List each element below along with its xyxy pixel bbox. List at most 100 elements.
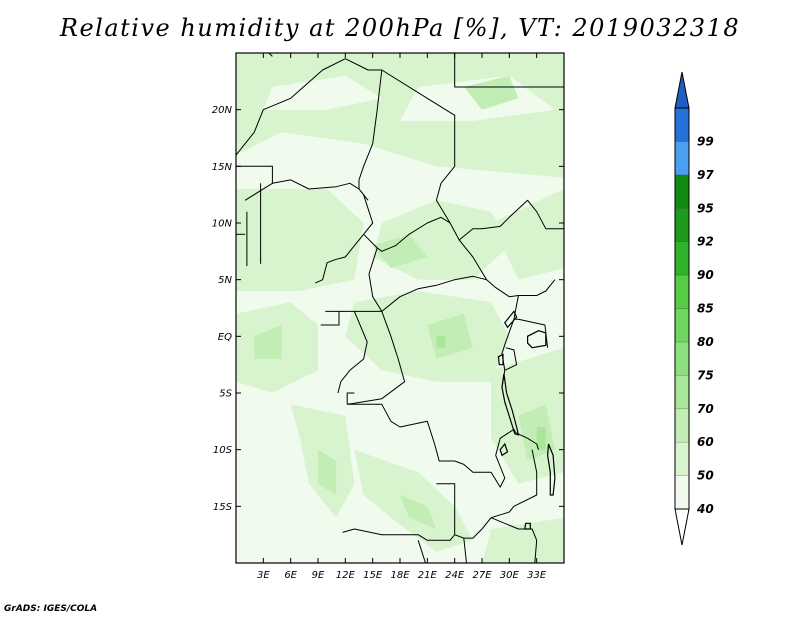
colorbar-label-60: 60 <box>697 435 714 449</box>
colorbar-segment-70 <box>675 375 689 409</box>
humidity-patch-13 <box>482 517 564 563</box>
colorbar-segment-80 <box>675 308 689 342</box>
lon-label-21E: 21E <box>418 570 438 581</box>
lake-outline-6 <box>524 522 531 530</box>
lat-label-10S: 10S <box>213 445 233 456</box>
country-border-13 <box>381 275 519 312</box>
lon-label-3E: 3E <box>257 570 270 581</box>
humidity-patch-2 <box>263 75 382 110</box>
humidity-patch-18 <box>318 449 337 495</box>
colorbar-label-95: 95 <box>697 201 714 215</box>
humidity-patch-7 <box>491 189 564 280</box>
country-border-30 <box>417 540 426 563</box>
country-border-5 <box>236 165 273 201</box>
lake-outline-3 <box>546 443 556 496</box>
lon-label-33E: 33E <box>527 570 547 581</box>
country-border-19 <box>347 311 406 405</box>
colorbar-label-97: 97 <box>697 168 714 182</box>
humidity-patch-16 <box>254 325 282 359</box>
humidity-patch-9 <box>345 291 510 382</box>
colorbar-label-75: 75 <box>697 368 714 382</box>
lat-label-5N: 5N <box>218 275 232 286</box>
country-border-16 <box>320 310 340 326</box>
colorbar-segment-97 <box>675 141 689 175</box>
country-border-31 <box>463 538 467 563</box>
colorbar-bottom-arrow <box>674 508 690 546</box>
lat-label-10N: 10N <box>212 219 233 230</box>
lon-label-27E: 27E <box>472 570 492 581</box>
lon-label-30E: 30E <box>500 570 520 581</box>
country-border-21 <box>518 279 556 296</box>
colorbar-label-40: 40 <box>696 502 714 516</box>
country-border-28 <box>454 449 538 539</box>
colorbar-label-90: 90 <box>697 268 714 282</box>
country-border-3 <box>454 53 564 88</box>
country-border-26 <box>454 428 517 488</box>
colorbar-segment-75 <box>675 341 689 376</box>
lon-label-18E: 18E <box>390 570 410 581</box>
country-borders <box>236 53 564 563</box>
humidity-shading <box>236 53 564 563</box>
colorbar-segment-99 <box>675 108 689 142</box>
country-border-20 <box>501 295 519 388</box>
colorbar-segment-85 <box>675 275 689 309</box>
country-border-10 <box>315 194 374 284</box>
colorbar-segment-95 <box>675 174 689 209</box>
colorbar: 40 50 60 70 75 80 85 90 92 95 97 99 <box>674 71 714 546</box>
country-border-15 <box>458 199 564 241</box>
lake-outline-5 <box>499 442 509 457</box>
lat-label-5S: 5S <box>219 389 232 400</box>
lon-label-24E: 24E <box>445 570 465 581</box>
lake-outline-1 <box>501 373 520 436</box>
colorbar-label-85: 85 <box>697 302 714 316</box>
colorbar-label-80: 80 <box>697 335 714 349</box>
humidity-patch-14 <box>372 234 428 269</box>
lat-label-15S: 15S <box>213 502 233 513</box>
lakes <box>497 310 556 530</box>
country-border-0 <box>236 58 346 156</box>
humidity-patch-5 <box>236 189 364 291</box>
colorbar-segment-40 <box>675 475 689 509</box>
country-border-27 <box>342 483 456 541</box>
grads-credit: GrADS: IGES/COLA <box>4 604 98 614</box>
humidity-patch-20 <box>463 75 519 110</box>
colorbar-label-99: 99 <box>697 134 714 148</box>
lat-label-15N: 15N <box>212 162 233 173</box>
longitude-axis: 3E 6E 9E 12E 15E 18E 21E 24E 27E 30E 33E <box>257 53 547 581</box>
colorbar-label-92: 92 <box>697 235 714 249</box>
colorbar-segment-50 <box>675 442 689 476</box>
country-border-32 <box>490 517 538 563</box>
country-border-18 <box>337 311 368 394</box>
country-border-11 <box>363 216 451 252</box>
lat-label-EQ: EQ <box>218 332 232 343</box>
lake-outline-0 <box>526 330 547 349</box>
country-border-29 <box>515 432 539 450</box>
country-border-2 <box>381 69 456 224</box>
colorbar-segment-60 <box>675 408 689 443</box>
lon-label-15E: 15E <box>363 570 383 581</box>
colorbar-label-50: 50 <box>697 469 714 483</box>
colorbar-segment-92 <box>675 208 689 242</box>
humidity-patch-22 <box>436 336 446 348</box>
latitude-axis: 20N 15N 10N 5N EQ 5S 10S 15S <box>212 105 564 513</box>
colorbar-outline <box>674 107 690 510</box>
lon-label-12E: 12E <box>336 570 356 581</box>
colorbar-label-70: 70 <box>697 402 714 416</box>
lon-label-6E: 6E <box>284 570 297 581</box>
country-border-25 <box>346 392 355 405</box>
country-border-23 <box>504 347 518 371</box>
lake-outline-4 <box>504 310 518 329</box>
country-border-24 <box>347 403 455 462</box>
colorbar-segment-90 <box>675 241 689 276</box>
page-title: Relative humidity at 200hPa [%], VT: 201… <box>59 14 741 42</box>
country-border-12 <box>368 247 383 312</box>
lake-outline-2 <box>497 353 504 366</box>
humidity-patch-21 <box>536 427 546 450</box>
humidity-patch-4 <box>308 155 373 178</box>
humidity-patch-19 <box>400 495 437 529</box>
country-border-1 <box>345 58 383 201</box>
lat-label-20N: 20N <box>212 105 233 116</box>
country-border-14 <box>449 222 488 280</box>
country-border-6 <box>272 179 360 190</box>
